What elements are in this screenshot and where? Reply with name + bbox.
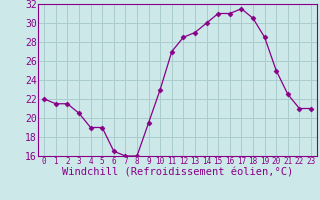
X-axis label: Windchill (Refroidissement éolien,°C): Windchill (Refroidissement éolien,°C)	[62, 168, 293, 178]
